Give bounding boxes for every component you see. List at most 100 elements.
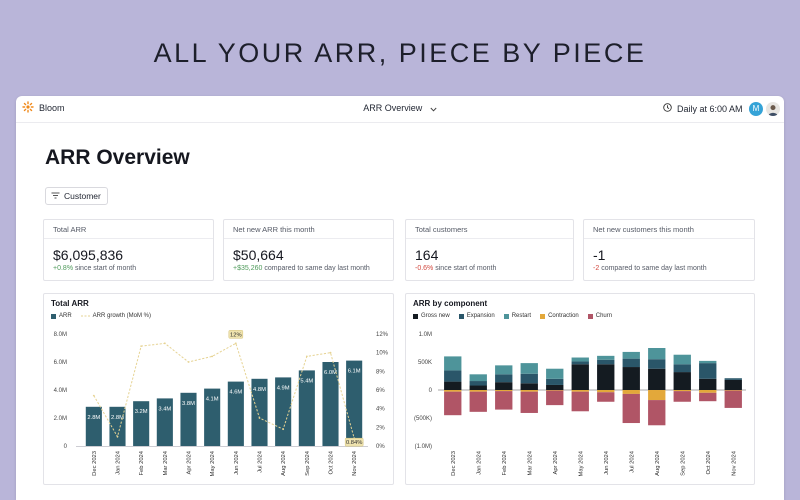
arr-bar — [85, 406, 102, 446]
report-title: ARR Overview — [363, 103, 423, 113]
chart-title: ARR by component — [413, 299, 488, 308]
x-tick-label: May 2024 — [578, 450, 584, 476]
expansion-bar — [597, 359, 615, 365]
arr-data-label: 4.6M — [229, 390, 242, 396]
y-tick-label: 0 — [429, 388, 433, 394]
x-tick-label: Jun 2024 — [604, 450, 610, 475]
arr-data-label: 6.1M — [348, 369, 361, 375]
growth-annotation-label: 12% — [230, 332, 242, 338]
arr-by-component-chart: (1.0M) (500K) 0 500K 1.0M Dec 2023 Jan 2024 Feb… — [414, 332, 746, 476]
growth-point — [258, 417, 261, 419]
x-tick-label: Dec 2023 — [451, 451, 457, 476]
y-tick-label: 6.0M — [54, 360, 67, 366]
arr-data-label: 6.0M — [324, 370, 337, 376]
x-tick-label: Jul 2024 — [258, 450, 264, 473]
kpi-total-arr: Total ARR $6,095,836 +0.8% since start o… — [43, 219, 214, 281]
restart-bar — [469, 374, 487, 382]
arr-data-label: 4.1M — [206, 397, 219, 403]
arr-bar — [298, 370, 315, 446]
y2-tick-label: 0% — [376, 444, 385, 450]
y-tick-label: 4.0M — [54, 388, 67, 394]
expansion-bar — [699, 363, 717, 379]
collaborator-avatar[interactable] — [766, 102, 780, 116]
page-title: ARR Overview — [45, 146, 190, 169]
arr-by-component-panel: ARR by component Gross new Expansion Res… — [405, 293, 755, 485]
kpi-label: Total ARR — [53, 225, 87, 234]
expansion-bar — [520, 373, 538, 384]
customer-filter-button[interactable]: Customer — [45, 187, 108, 205]
churn-bar — [571, 391, 589, 412]
restart-bar — [546, 368, 564, 379]
restart-bar — [495, 365, 513, 375]
restart-bar — [622, 351, 640, 359]
schedule-button[interactable]: Daily at 6:00 AM — [663, 103, 743, 114]
kpi-label: Total customers — [415, 225, 468, 234]
gross-new-bar — [520, 383, 538, 390]
growth-point — [329, 351, 332, 354]
x-tick-label: Feb 2024 — [139, 450, 145, 475]
y2-tick-label: 12% — [376, 332, 389, 338]
x-tick-label: Sep 2024 — [305, 450, 311, 476]
contraction-bar — [546, 390, 564, 391]
report-title-dropdown[interactable]: ARR Overview — [16, 103, 784, 114]
growth-point — [140, 345, 143, 348]
gross-new-bar — [699, 378, 717, 390]
kpi-value: $50,664 — [233, 247, 284, 263]
x-tick-label: Apr 2024 — [553, 450, 559, 474]
contraction-bar — [495, 390, 513, 392]
marketing-headline: ALL YOUR ARR, PIECE BY PIECE — [153, 38, 647, 68]
legend-item-restart: Restart — [503, 313, 531, 319]
chart-title: Total ARR — [51, 299, 89, 308]
gross-new-bar — [546, 384, 564, 390]
churn-bar — [648, 400, 666, 426]
contraction-bar — [648, 390, 666, 401]
contraction-bar — [597, 390, 615, 393]
churn-bar — [469, 391, 487, 412]
restart-bar — [699, 360, 717, 364]
y-tick-label: 500K — [418, 360, 432, 366]
gross-new-bar — [622, 367, 640, 390]
churn-bar — [546, 390, 564, 406]
arr-bar — [156, 398, 173, 446]
growth-annotation-box — [228, 330, 244, 339]
kpi-delta: +$35,260 — [233, 265, 263, 272]
restart-bar — [571, 357, 589, 362]
contraction-bar — [699, 390, 717, 393]
gross-new-bar — [469, 385, 487, 390]
kpi-value: 164 — [415, 247, 439, 263]
total-arr-chart: 0 2.0M 4.0M 6.0M 8.0M 0% 2% 4% 6% 8% 10% 12% 2.8M Dec… — [54, 330, 389, 476]
expansion-bar — [571, 361, 589, 365]
legend-item-churn: Churn — [587, 313, 612, 319]
gross-new-bar — [571, 364, 589, 390]
kpi-note: since start of month — [75, 265, 137, 272]
user-avatar[interactable]: M — [749, 102, 763, 116]
arr-bar — [275, 377, 292, 446]
expansion-bar — [724, 378, 742, 380]
contraction-bar — [571, 390, 589, 392]
churn-bar — [622, 393, 640, 424]
growth-point — [116, 435, 119, 438]
y-tick-label: 1.0M — [419, 332, 432, 338]
expansion-bar — [622, 358, 640, 368]
arr-bar — [251, 378, 268, 446]
clock-icon — [663, 103, 672, 114]
y2-tick-label: 10% — [376, 351, 389, 357]
growth-point — [163, 342, 166, 345]
restart-bar — [444, 356, 462, 371]
arr-data-label: 2.8M — [111, 415, 124, 421]
arr-bar — [180, 392, 197, 446]
bloom-logo-icon — [22, 101, 34, 115]
y2-tick-label: 6% — [376, 388, 385, 394]
legend-item-contraction: Contraction — [540, 313, 579, 319]
kpi-net-new-arr: Net new ARR this month $50,664 +$35,260 … — [223, 219, 394, 281]
x-tick-label: Jan 2024 — [116, 450, 122, 475]
expansion-bar — [469, 381, 487, 386]
growth-point — [211, 355, 214, 358]
expansion-bar — [495, 374, 513, 383]
kpi-note: since start of month — [435, 265, 497, 272]
filter-label: Customer — [64, 191, 101, 201]
brand[interactable]: Bloom — [22, 101, 65, 115]
expansion-bar — [444, 370, 462, 382]
arr-bar — [227, 381, 244, 446]
arr-data-label: 3.8M — [182, 401, 195, 407]
